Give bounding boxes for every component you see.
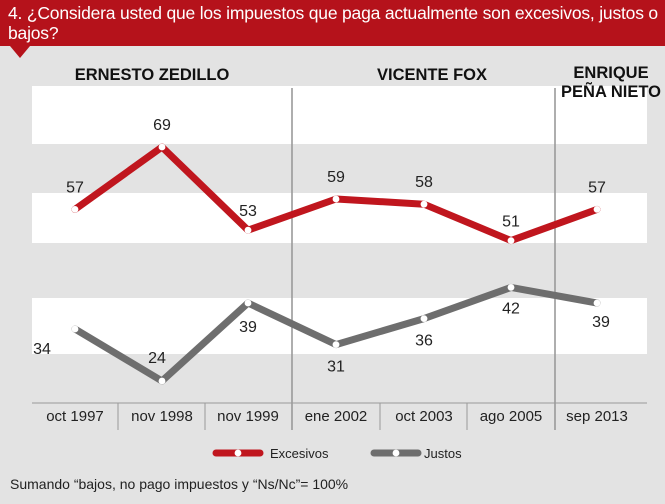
question-header: 4. ¿Considera usted que los impuestos qu… [0, 0, 665, 46]
data-point-excesivos [507, 237, 515, 245]
data-point-excesivos [593, 206, 601, 213]
category-label: ago 2005 [480, 408, 543, 425]
data-label-justos: 39 [239, 319, 257, 336]
data-point-excesivos [158, 143, 166, 151]
question-text: 4. ¿Considera usted que los impuestos qu… [8, 3, 658, 43]
data-label-justos: 39 [592, 314, 610, 331]
data-label-justos: 31 [327, 359, 345, 376]
data-label-excesivos: 59 [327, 169, 345, 186]
label-layer: 57 69 53 59 58 51 57 34 24 39 31 36 42 39 [33, 117, 610, 376]
period-label-pena-line1: ENRIQUE [573, 64, 648, 82]
category-label: sep 2013 [566, 408, 628, 425]
data-point-justos [420, 315, 428, 322]
data-point-excesivos [244, 226, 252, 234]
footnote: Sumando “bajos, no pago impuestos y “Ns/… [10, 476, 349, 492]
data-label-justos: 34 [33, 341, 51, 358]
data-point-justos [332, 341, 340, 348]
period-label-fox: VICENTE FOX [377, 66, 487, 84]
period-label-pena-line2: PEÑA NIETO [561, 81, 661, 101]
legend-swatch-excesivos [212, 449, 264, 457]
legend-label-excesivos: Excesivos [270, 446, 329, 461]
category-labels: oct 1997 nov 1998 nov 1999 ene 2002 oct 2003… [46, 408, 628, 425]
header-notch [10, 46, 30, 58]
data-label-excesivos: 57 [66, 179, 84, 196]
band-top [32, 86, 647, 144]
data-label-excesivos: 51 [502, 214, 520, 231]
data-point-justos [71, 325, 79, 333]
series-layer [71, 143, 601, 385]
data-point-justos [158, 377, 166, 385]
data-label-justos: 42 [502, 300, 520, 317]
period-label-zedillo: ERNESTO ZEDILLO [75, 66, 230, 84]
data-point-excesivos [71, 206, 79, 213]
category-label: nov 1999 [217, 408, 279, 425]
data-label-excesivos: 58 [415, 174, 433, 191]
data-point-justos [507, 284, 515, 291]
data-point-excesivos [332, 195, 340, 203]
category-label: nov 1998 [131, 408, 193, 425]
data-point-justos [244, 299, 252, 307]
legend-label-justos: Justos [424, 446, 462, 461]
legend-swatch-justos [370, 449, 422, 457]
data-point-justos [593, 299, 601, 307]
category-label: oct 1997 [46, 408, 104, 425]
data-label-justos: 24 [148, 350, 166, 367]
data-label-excesivos: 69 [153, 117, 171, 134]
data-label-excesivos: 53 [239, 203, 257, 220]
category-label: oct 2003 [395, 408, 453, 425]
data-label-excesivos: 57 [588, 179, 606, 196]
data-point-excesivos [420, 200, 428, 208]
category-label: ene 2002 [305, 408, 368, 425]
data-label-justos: 36 [415, 333, 433, 350]
